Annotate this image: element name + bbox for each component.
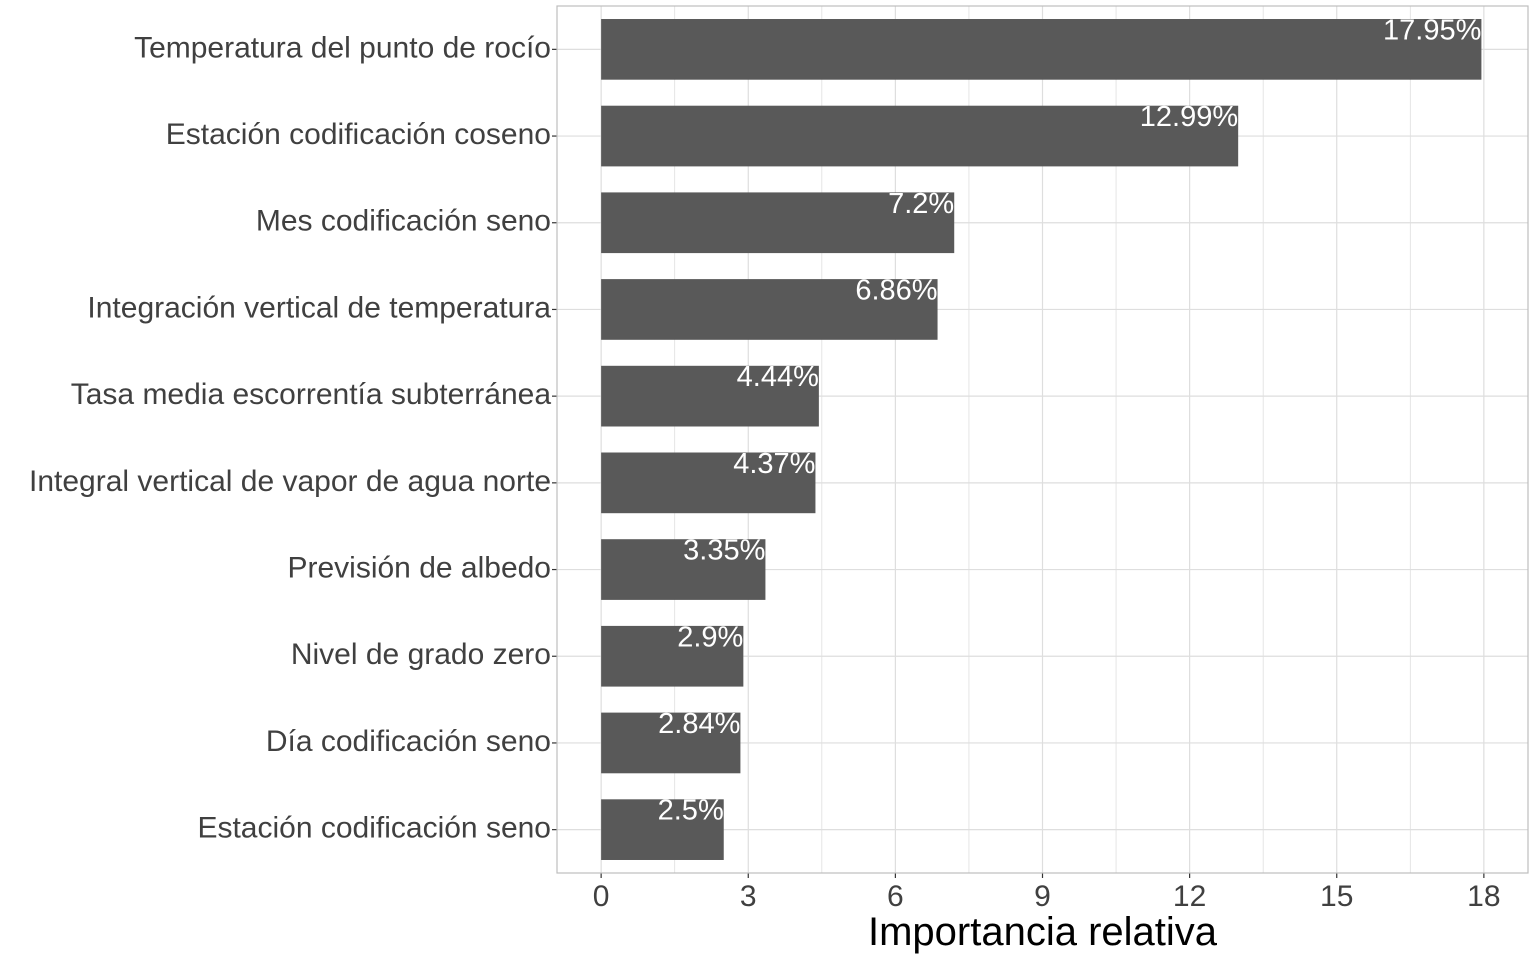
data-label: 2.84% bbox=[658, 708, 740, 740]
bar bbox=[601, 799, 724, 860]
bar bbox=[601, 625, 744, 687]
x-tick-label: 6 bbox=[887, 880, 904, 913]
data-label: 17.95% bbox=[1383, 14, 1481, 46]
data-label: 2.5% bbox=[658, 795, 724, 827]
data-label: 4.44% bbox=[737, 361, 819, 393]
data-label: 7.2% bbox=[888, 188, 954, 220]
bar bbox=[601, 19, 1482, 80]
bar bbox=[601, 365, 819, 427]
bar bbox=[601, 452, 816, 514]
category-label: Día codificación seno bbox=[266, 725, 551, 758]
category-labels: Temperatura del punto de rocío Estación c… bbox=[29, 31, 551, 844]
x-tick-label: 0 bbox=[593, 880, 610, 913]
data-label: 4.37% bbox=[733, 448, 815, 480]
data-label: 2.9% bbox=[677, 621, 743, 653]
category-label: Temperatura del punto de rocío bbox=[134, 31, 551, 64]
data-labels: 17.95% 12.99% 7.2% 6.86% 4.44% 4.37% 3.35% 2.9%… bbox=[658, 14, 1482, 826]
data-label: 12.99% bbox=[1140, 101, 1238, 133]
x-tick-label: 12 bbox=[1173, 880, 1206, 913]
category-label: Estación codificación coseno bbox=[166, 118, 551, 151]
x-tick-label: 9 bbox=[1034, 880, 1051, 913]
data-label: 3.35% bbox=[683, 535, 765, 567]
category-label: Tasa media escorrentía subterránea bbox=[71, 378, 552, 411]
x-axis-title: Importancia relativa bbox=[868, 910, 1218, 954]
bar bbox=[601, 539, 766, 600]
bar bbox=[601, 712, 741, 774]
category-label: Integración vertical de temperatura bbox=[87, 291, 551, 324]
category-label: Previsión de albedo bbox=[287, 551, 551, 584]
x-tick-label: 3 bbox=[740, 880, 757, 913]
category-label: Mes codificación seno bbox=[256, 205, 551, 238]
category-label: Estación codificación seno bbox=[197, 812, 551, 845]
panel-border bbox=[556, 5, 1529, 874]
x-axis-ticks: 0 3 6 9 12 15 18 bbox=[552, 48, 1501, 913]
bar bbox=[601, 279, 938, 340]
bars bbox=[601, 19, 1482, 860]
category-label: Nivel de grado zero bbox=[291, 638, 551, 671]
bar bbox=[601, 192, 955, 254]
x-tick-label: 15 bbox=[1320, 880, 1353, 913]
bar bbox=[601, 105, 1239, 167]
category-label: Integral vertical de vapor de agua norte bbox=[29, 465, 551, 498]
data-label: 6.86% bbox=[855, 274, 937, 306]
x-tick-label: 18 bbox=[1467, 880, 1500, 913]
